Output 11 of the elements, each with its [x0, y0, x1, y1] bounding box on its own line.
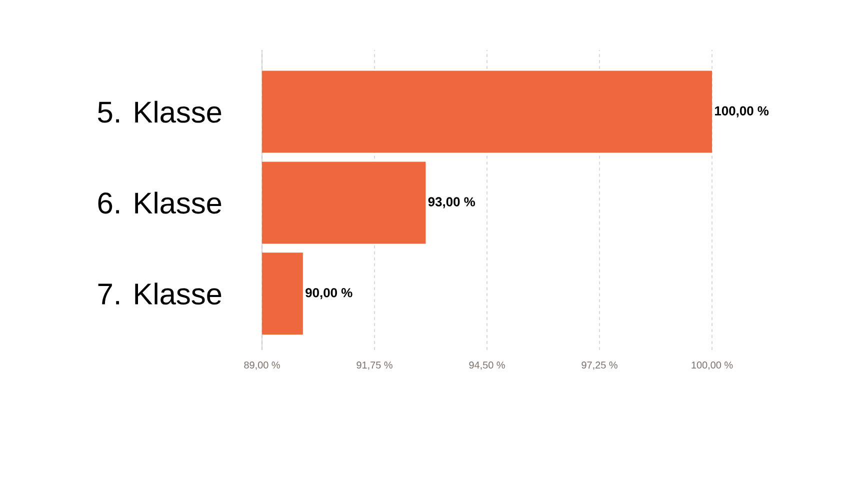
- y-tick-label: 6. Klasse: [98, 192, 222, 214]
- data-label: 100,00 %: [715, 106, 769, 118]
- x-tick-label: 89,00 %: [244, 362, 280, 370]
- data-label: 93,00 %: [428, 197, 476, 208]
- x-tick-label: 91,75 %: [356, 362, 392, 370]
- x-tick-label: 97,25 %: [582, 362, 618, 370]
- data-label: 90,00 %: [306, 288, 352, 300]
- x-tick-label: 94,50 %: [469, 362, 505, 370]
- y-tick-label: 7. Klasse: [98, 282, 222, 305]
- x-tick-label: 100,00 %: [692, 362, 733, 370]
- y-tick-label: 5. Klasse: [98, 100, 222, 123]
